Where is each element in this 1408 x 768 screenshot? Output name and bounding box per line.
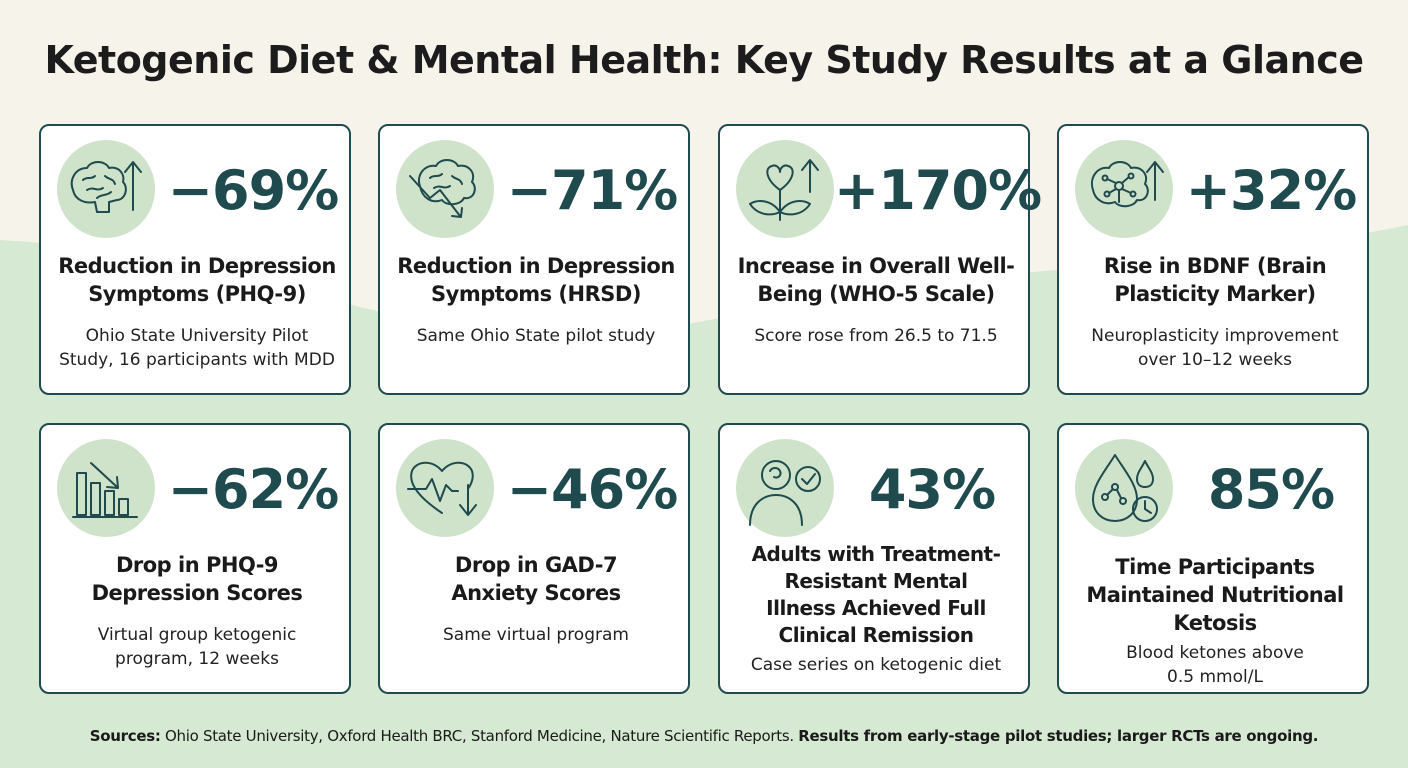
stat-source: Case series on ketogenic diet <box>750 655 1002 675</box>
stat-value: 85% <box>1207 458 1335 521</box>
stat-source: Same Ohio State pilot study <box>416 326 656 346</box>
bar-chart-down-icon <box>57 439 155 537</box>
stat-label: Reduction in Depression Symptoms (PHQ-9) <box>58 254 336 306</box>
stat-card-wellbeing-increase: +170% Increase in Overall Well- Being (W… <box>718 124 1042 395</box>
sources-note: Results from early-stage pilot studies; … <box>798 727 1319 745</box>
heart-plant-arrow-up-icon <box>736 140 834 238</box>
stat-value: −46% <box>506 458 679 521</box>
stat-value: −62% <box>167 458 340 521</box>
stat-value: +32% <box>1185 159 1358 222</box>
sources-footer: Sources: Ohio State University, Oxford H… <box>0 727 1408 745</box>
stat-label: Increase in Overall Well- Being (WHO-5 S… <box>737 254 1015 306</box>
stat-label: Drop in PHQ-9 Depression Scores <box>91 553 303 605</box>
stat-value: −71% <box>506 159 679 222</box>
stat-source: Score rose from 26.5 to 71.5 <box>754 326 998 346</box>
stat-card-phq9-reduction: −69% Reduction in Depression Symptoms (P… <box>39 124 351 395</box>
stat-source: Ohio State University Pilot Study, 16 pa… <box>59 326 335 370</box>
brain-arrow-down-icon <box>396 140 494 238</box>
stat-card-hrsd-reduction: −71% Reduction in Depression Symptoms (H… <box>378 124 690 395</box>
stat-value: 43% <box>868 458 996 521</box>
stat-label: Reduction in Depression Symptoms (HRSD) <box>397 254 675 306</box>
stat-card-bdnf-rise: +32% Rise in BDNF (Brain Plasticity Mark… <box>1057 124 1369 395</box>
brain-arrow-up-icon <box>57 140 155 238</box>
stat-card-remission: 43% Adults with Treatment- Resistant Men… <box>718 423 1030 694</box>
stat-source: Same virtual program <box>443 625 629 645</box>
stat-label: Drop in GAD-7 Anxiety Scores <box>451 553 621 605</box>
page-title: Ketogenic Diet & Mental Health: Key Stud… <box>44 38 1364 82</box>
sources-label: Sources: <box>89 727 161 745</box>
ketone-drop-clock-icon <box>1075 439 1173 537</box>
stat-label: Rise in BDNF (Brain Plasticity Marker) <box>1103 254 1327 306</box>
stat-card-ketosis-time: 85% Time Participants Maintained Nutriti… <box>1057 423 1369 694</box>
stat-label: Adults with Treatment- Resistant Mental … <box>751 542 1001 647</box>
stat-value: −69% <box>167 159 340 222</box>
stat-card-phq9-drop: −62% Drop in PHQ-9 Depression Scores Vir… <box>39 423 351 694</box>
stat-source: Neuroplasticity improvement over 10–12 w… <box>1091 326 1339 370</box>
stat-source: Virtual group ketogenic program, 12 week… <box>97 625 297 669</box>
heart-pulse-down-icon <box>396 439 494 537</box>
stat-value: +170% <box>834 159 1042 222</box>
stat-card-gad7-drop: −46% Drop in GAD-7 Anxiety Scores Same v… <box>378 423 690 694</box>
neural-brain-arrow-up-icon <box>1075 140 1173 238</box>
person-check-icon <box>736 439 834 537</box>
stat-source: Blood ketones above 0.5 mmol/L <box>1126 643 1304 687</box>
stat-label: Time Participants Maintained Nutritional… <box>1086 555 1344 635</box>
sources-text: Ohio State University, Oxford Health BRC… <box>160 727 799 745</box>
